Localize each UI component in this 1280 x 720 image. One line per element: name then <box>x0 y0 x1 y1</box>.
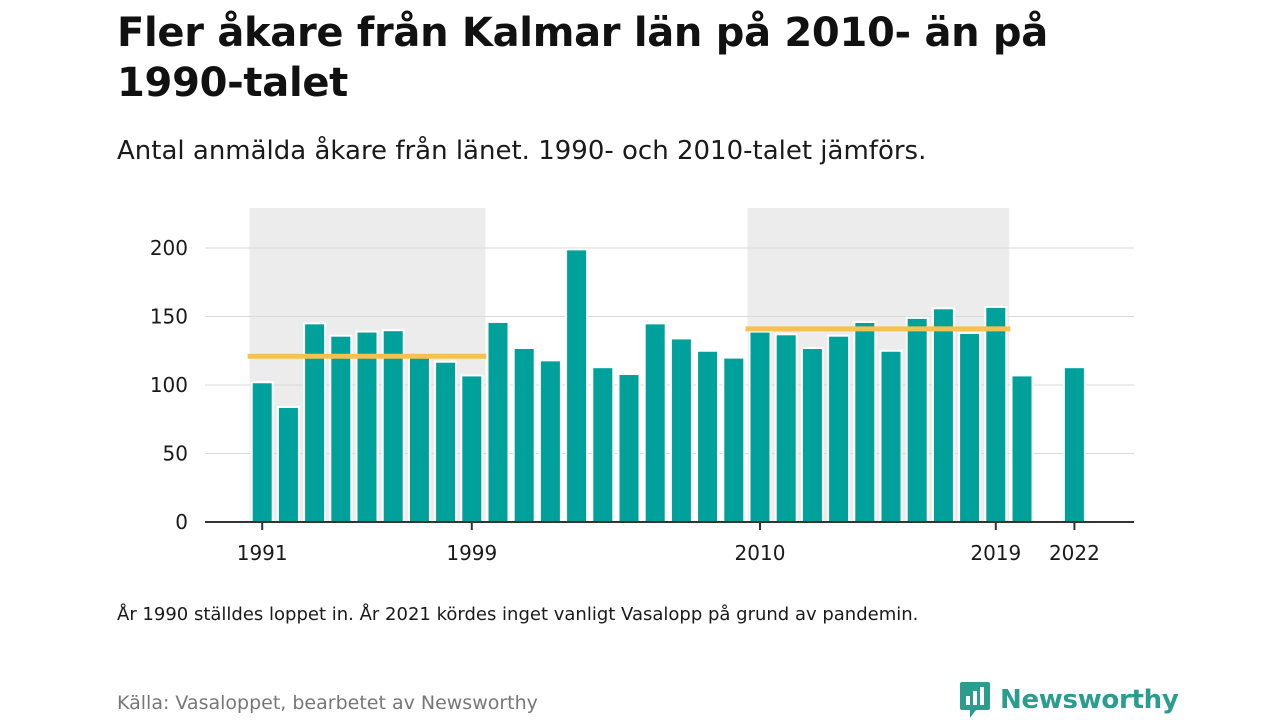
bar-2000 <box>486 320 510 524</box>
bar-1991 <box>250 381 274 524</box>
newsworthy-logo-icon <box>960 682 990 718</box>
bar-2018 <box>958 331 982 523</box>
x-tick-label: 2019 <box>970 541 1021 565</box>
bar-2015 <box>879 349 903 523</box>
footnote: År 1990 ställdes loppet in. År 2021 körd… <box>117 604 919 625</box>
source-credit: Källa: Vasaloppet, bearbetet av Newswort… <box>117 692 538 714</box>
bar-2004 <box>591 366 615 523</box>
x-tick-label: 1999 <box>446 541 497 565</box>
chart-title: Fler åkare från Kalmar län på 2010- än p… <box>117 10 1048 106</box>
bars <box>250 248 1086 524</box>
bar-2002 <box>538 359 562 523</box>
bar-1994 <box>329 334 353 523</box>
bar-2016 <box>905 316 929 523</box>
bar-2006 <box>643 322 667 523</box>
y-tick-label: 0 <box>175 510 188 534</box>
y-axis-ticks: 0 50 100 150 200 <box>150 236 188 534</box>
bar-2013 <box>827 334 851 523</box>
newsworthy-logo: Newsworthy <box>958 680 1179 720</box>
y-tick-label: 200 <box>150 236 188 260</box>
bar-2003 <box>565 248 589 523</box>
average-lines <box>247 326 1011 359</box>
bar-2009 <box>722 356 746 523</box>
x-axis-ticks: 1991 1999 2010 2019 2022 <box>237 522 1100 565</box>
bar-2010 <box>748 330 772 523</box>
bar-2001 <box>512 347 536 524</box>
bar-1998 <box>434 360 458 523</box>
bar-1993 <box>303 322 327 523</box>
bar-2020 <box>1010 374 1034 523</box>
bar-1992 <box>276 405 300 524</box>
bar-1997 <box>407 355 431 524</box>
bar-2012 <box>800 347 824 524</box>
y-tick-label: 100 <box>150 373 188 397</box>
y-tick-label: 150 <box>150 305 188 329</box>
bar-2014 <box>853 320 877 524</box>
y-tick-label: 50 <box>163 442 188 466</box>
bar-1995 <box>355 330 379 523</box>
bar-2019 <box>984 305 1008 523</box>
x-tick-label: 2010 <box>735 541 786 565</box>
bar-2008 <box>696 349 720 523</box>
bar-2022 <box>1062 366 1086 523</box>
chart-subtitle: Antal anmälda åkare från länet. 1990- oc… <box>117 136 927 166</box>
bar-1996 <box>381 329 405 524</box>
logo-text: Newsworthy <box>1000 685 1179 715</box>
x-tick-label: 2022 <box>1049 541 1100 565</box>
bar-chart: 0 50 100 150 200 1991 1999 2010 2019 2022 <box>150 208 1134 565</box>
bar-1999 <box>460 374 484 523</box>
bar-2011 <box>774 333 798 523</box>
bar-2005 <box>617 373 641 524</box>
bar-2007 <box>669 337 693 524</box>
bar-2017 <box>931 307 955 523</box>
x-tick-label: 1991 <box>237 541 288 565</box>
